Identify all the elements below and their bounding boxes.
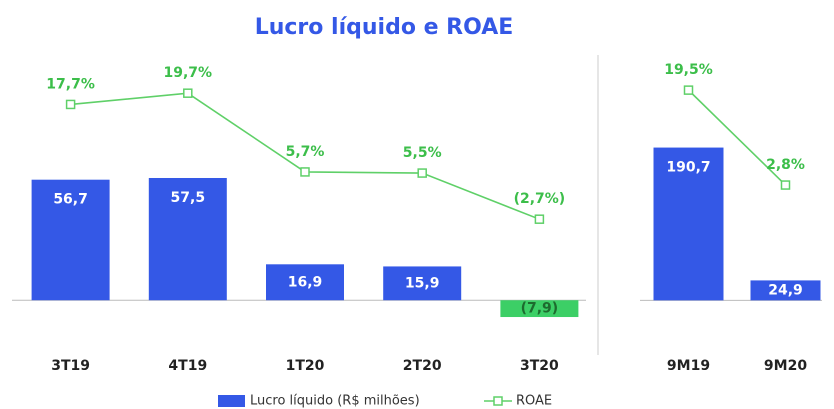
- roae-line: [687, 89, 787, 186]
- x-tick-label: 9M19: [667, 358, 710, 374]
- x-tick-label: 2T20: [403, 358, 442, 374]
- chart-title: Lucro líquido e ROAE: [255, 15, 514, 40]
- roae-marker: [183, 88, 193, 98]
- roae-label: 19,5%: [664, 62, 713, 78]
- bar: [750, 280, 821, 301]
- x-tick-label: 9M20: [764, 358, 807, 374]
- bar-label: 57,5: [171, 190, 206, 206]
- legend-marker: [493, 396, 503, 406]
- bar: [31, 179, 110, 301]
- bar: [500, 300, 579, 318]
- bar: [148, 177, 227, 301]
- roae-marker: [300, 167, 310, 177]
- bar: [383, 266, 462, 301]
- roae-marker: [683, 85, 694, 95]
- legend-label: Lucro líquido (R$ milhões): [250, 394, 420, 409]
- bar-label: 56,7: [53, 192, 88, 208]
- legend-label: ROAE: [516, 394, 552, 409]
- roae-label: (2,7%): [514, 191, 566, 207]
- x-tick-label: 3T20: [520, 358, 559, 374]
- roae-label: 19,7%: [164, 65, 213, 81]
- bar-label: 24,9: [768, 282, 803, 298]
- roae-marker: [534, 214, 545, 224]
- bar-label: (7,9): [521, 301, 559, 317]
- roae-label: 17,7%: [46, 76, 95, 92]
- x-tick-label: 3T19: [51, 358, 90, 374]
- bar: [653, 147, 724, 301]
- roae-label: 2,8%: [766, 157, 805, 173]
- roae-marker: [65, 99, 76, 110]
- x-tick-label: 1T20: [286, 358, 325, 374]
- bar-label: 16,9: [288, 274, 323, 290]
- roae-label: 5,5%: [403, 145, 442, 161]
- roae-marker: [780, 180, 791, 190]
- x-tick-label: 4T19: [168, 358, 207, 374]
- bar: [266, 264, 344, 301]
- roae-marker: [417, 168, 427, 178]
- roae-label: 5,7%: [286, 144, 325, 160]
- bar-label: 190,7: [666, 160, 710, 176]
- legend-swatch: [218, 395, 245, 407]
- bar-label: 15,9: [405, 275, 440, 291]
